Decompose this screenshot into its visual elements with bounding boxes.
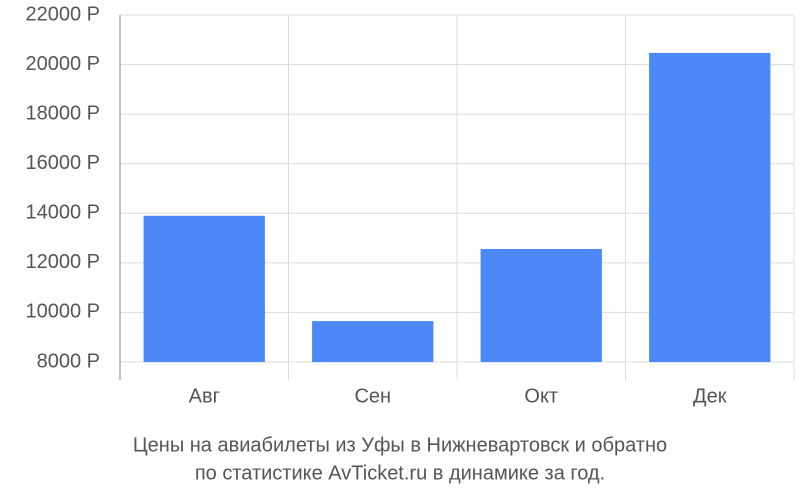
- chart-title: по статистике AvTicket.ru в динамике за …: [195, 462, 605, 484]
- y-tick-label: 12000 Р: [25, 251, 100, 273]
- y-tick-label: 10000 Р: [25, 301, 100, 323]
- y-tick-label: 22000 Р: [25, 3, 100, 25]
- bar: [143, 215, 265, 362]
- y-tick-label: 8000 Р: [37, 350, 100, 372]
- x-tick-label: Окт: [524, 385, 558, 407]
- bar: [312, 321, 434, 362]
- x-tick-label: Дек: [693, 385, 727, 407]
- y-tick-label: 16000 Р: [25, 152, 100, 174]
- bar: [649, 52, 771, 362]
- x-tick-label: Сен: [354, 385, 391, 407]
- y-tick-label: 20000 Р: [25, 53, 100, 75]
- bar: [480, 248, 602, 362]
- x-tick-label: Авг: [189, 385, 220, 407]
- chart-title: Цены на авиабилеты из Уфы в Нижневартовс…: [133, 434, 667, 456]
- y-tick-label: 18000 Р: [25, 102, 100, 124]
- y-tick-label: 14000 Р: [25, 202, 100, 224]
